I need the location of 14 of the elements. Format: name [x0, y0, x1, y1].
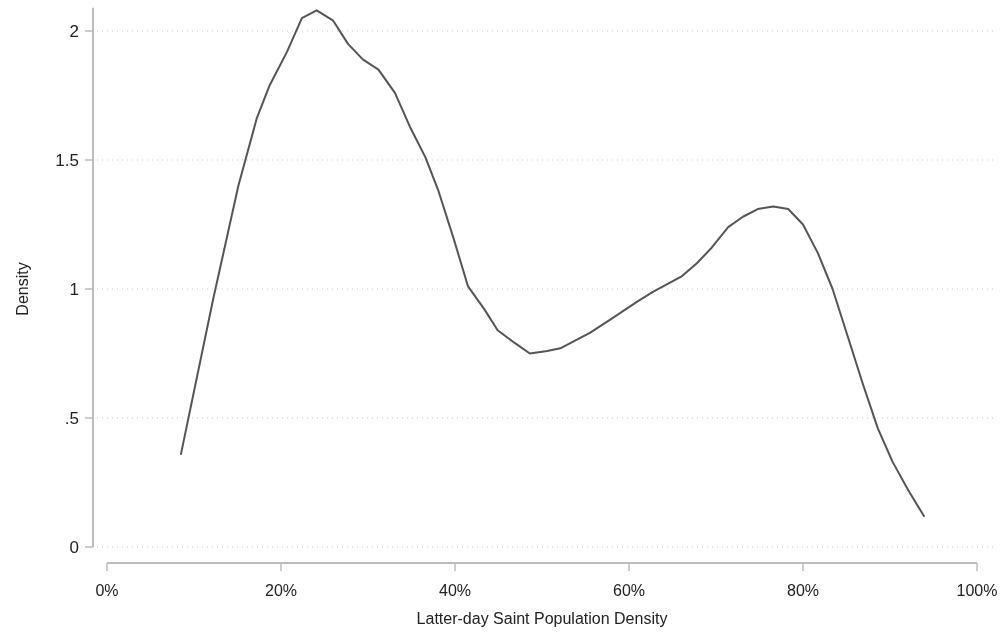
line-series [179, 9, 925, 518]
x-tick-label: 0% [95, 582, 119, 599]
y-tick-label: .5 [64, 408, 79, 428]
y-tick-label: 2 [69, 21, 79, 41]
y-tick-label: 0 [69, 537, 79, 557]
x-tick-label: 20% [264, 582, 298, 599]
x-tick-label: 40% [438, 582, 472, 599]
x-axis-title: Latter-day Saint Population Density [416, 610, 668, 627]
x-tick-label: 60% [612, 582, 646, 599]
y-tick-label: 1 [69, 279, 79, 299]
x-tick-label: 100% [956, 582, 998, 599]
y-tick-label: 1.5 [55, 150, 79, 170]
y-axis-title: Density [14, 262, 31, 316]
x-tick-label: 80% [786, 582, 820, 599]
